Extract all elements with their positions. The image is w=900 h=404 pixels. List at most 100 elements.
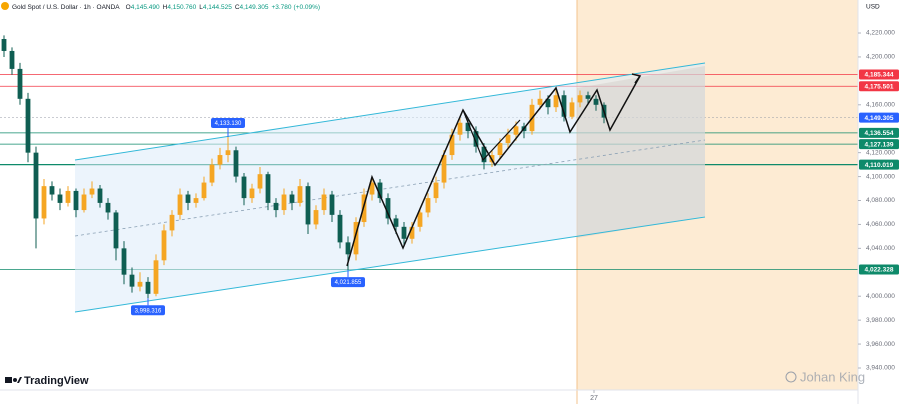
candle-body [177, 194, 183, 215]
channel-top [74, 62, 706, 161]
level-label: 4,175.501 [865, 83, 894, 90]
y-tick-label: 4,040.000 [866, 245, 895, 252]
ohlc-key: C [235, 4, 240, 11]
level-label-bg [859, 112, 899, 123]
channel-bottom [74, 216, 706, 313]
candle-body [561, 95, 567, 117]
candle-body [33, 152, 39, 219]
candle-body [457, 122, 463, 135]
level-label: 4,136.554 [865, 130, 894, 137]
candle-body [289, 194, 295, 203]
candle-body [225, 150, 231, 156]
candle-body [17, 68, 23, 99]
y-tick-label: 3,980.000 [866, 317, 895, 324]
annotation-label: 3,998.316 [135, 308, 162, 314]
level-label: 4,127.139 [865, 141, 894, 148]
channel-mid [74, 139, 706, 237]
logo-part [13, 378, 17, 382]
candle-body [209, 164, 215, 183]
annotation-label: 4,021.855 [335, 280, 362, 286]
candle-body [57, 194, 63, 203]
level-label: 4,185.344 [865, 72, 894, 79]
candle-body [321, 194, 327, 211]
projection-box [577, 66, 705, 238]
candle-body [105, 202, 111, 213]
y-tick-label: 4,060.000 [866, 221, 895, 228]
zigzag-forecast [346, 75, 641, 267]
candle-body [41, 186, 47, 219]
header: Gold Spot / U.S. Dollar · 1h · OANDA O4,1… [12, 4, 320, 11]
ohlc-value: 4,144.525 [203, 4, 232, 11]
candle-body [473, 131, 479, 147]
brand-logo [5, 377, 22, 383]
candle-body [273, 202, 279, 211]
symbol: Gold Spot / U.S. Dollar · 1h · OANDA [12, 4, 120, 11]
author-icon [785, 371, 797, 383]
ohlc-value: 4,149.305 [240, 4, 269, 11]
annotation-bg [131, 305, 165, 316]
candle-body [377, 182, 383, 199]
change-pct: (+0.09%) [294, 4, 321, 11]
candle-body [265, 174, 271, 203]
annotation-bg [331, 277, 365, 288]
candle-body [257, 174, 263, 189]
candle-body [393, 218, 399, 227]
candle-body [537, 98, 543, 105]
candle-body [89, 188, 95, 195]
candle-body [505, 134, 511, 144]
annotation-label: 4,133.130 [215, 121, 242, 127]
candle-body [337, 214, 343, 243]
level-label-bg [859, 159, 899, 170]
y-tick-label: 3,960.000 [866, 341, 895, 348]
annotation-bg [211, 117, 245, 128]
y-tick-label: 4,000.000 [866, 293, 895, 300]
candle-body [497, 143, 503, 156]
y-tick-label: 4,120.000 [866, 149, 895, 156]
candle-body [185, 194, 191, 203]
candle-body [137, 281, 143, 287]
candle-body [593, 98, 599, 105]
candle-body [553, 95, 559, 108]
level-label: 4,022.328 [865, 267, 894, 274]
candle-body [345, 242, 351, 255]
candle-body [161, 230, 167, 261]
channel-fill [75, 63, 705, 312]
candle-body [49, 186, 55, 195]
level-label: 4,110.019 [865, 162, 894, 169]
y-tick-label: 4,200.000 [866, 54, 895, 61]
candle-body [465, 122, 471, 132]
change: +3.780 [271, 4, 291, 11]
axis: 4,220.000 4,200.000 4,160.000 4,120.000 4,10… [590, 30, 899, 402]
candle-body [313, 210, 319, 225]
currency: USD [866, 4, 880, 11]
ohlc-key: H [163, 4, 168, 11]
candle-body [129, 274, 135, 287]
candle-body [9, 50, 15, 69]
candle-body [329, 194, 335, 215]
candle-body [169, 214, 175, 231]
candle-body [361, 194, 367, 223]
y-tick-label: 4,160.000 [866, 102, 895, 109]
candle-body [65, 190, 71, 203]
candle-body [545, 98, 551, 108]
y-tick-label: 4,080.000 [866, 197, 895, 204]
candle-body [585, 95, 591, 99]
candle-body [353, 222, 359, 255]
brand: TradingView [24, 375, 89, 387]
y-tick-label: 4,100.000 [866, 173, 895, 180]
candle-body [73, 190, 79, 211]
zigzag-alt [462, 109, 521, 162]
candle-body [201, 182, 207, 199]
candle-body [97, 188, 103, 203]
y-tick-label: 4,220.000 [866, 30, 895, 37]
candle-body [449, 134, 455, 156]
candle-body [25, 98, 31, 153]
level-label-bg [859, 69, 899, 80]
candle-body [425, 198, 431, 213]
candle-body [81, 194, 87, 211]
candle-body [249, 188, 255, 199]
level-label-bg [859, 81, 899, 92]
candle-body [145, 281, 151, 294]
candle-body [481, 146, 487, 163]
price-axis [858, 0, 900, 404]
